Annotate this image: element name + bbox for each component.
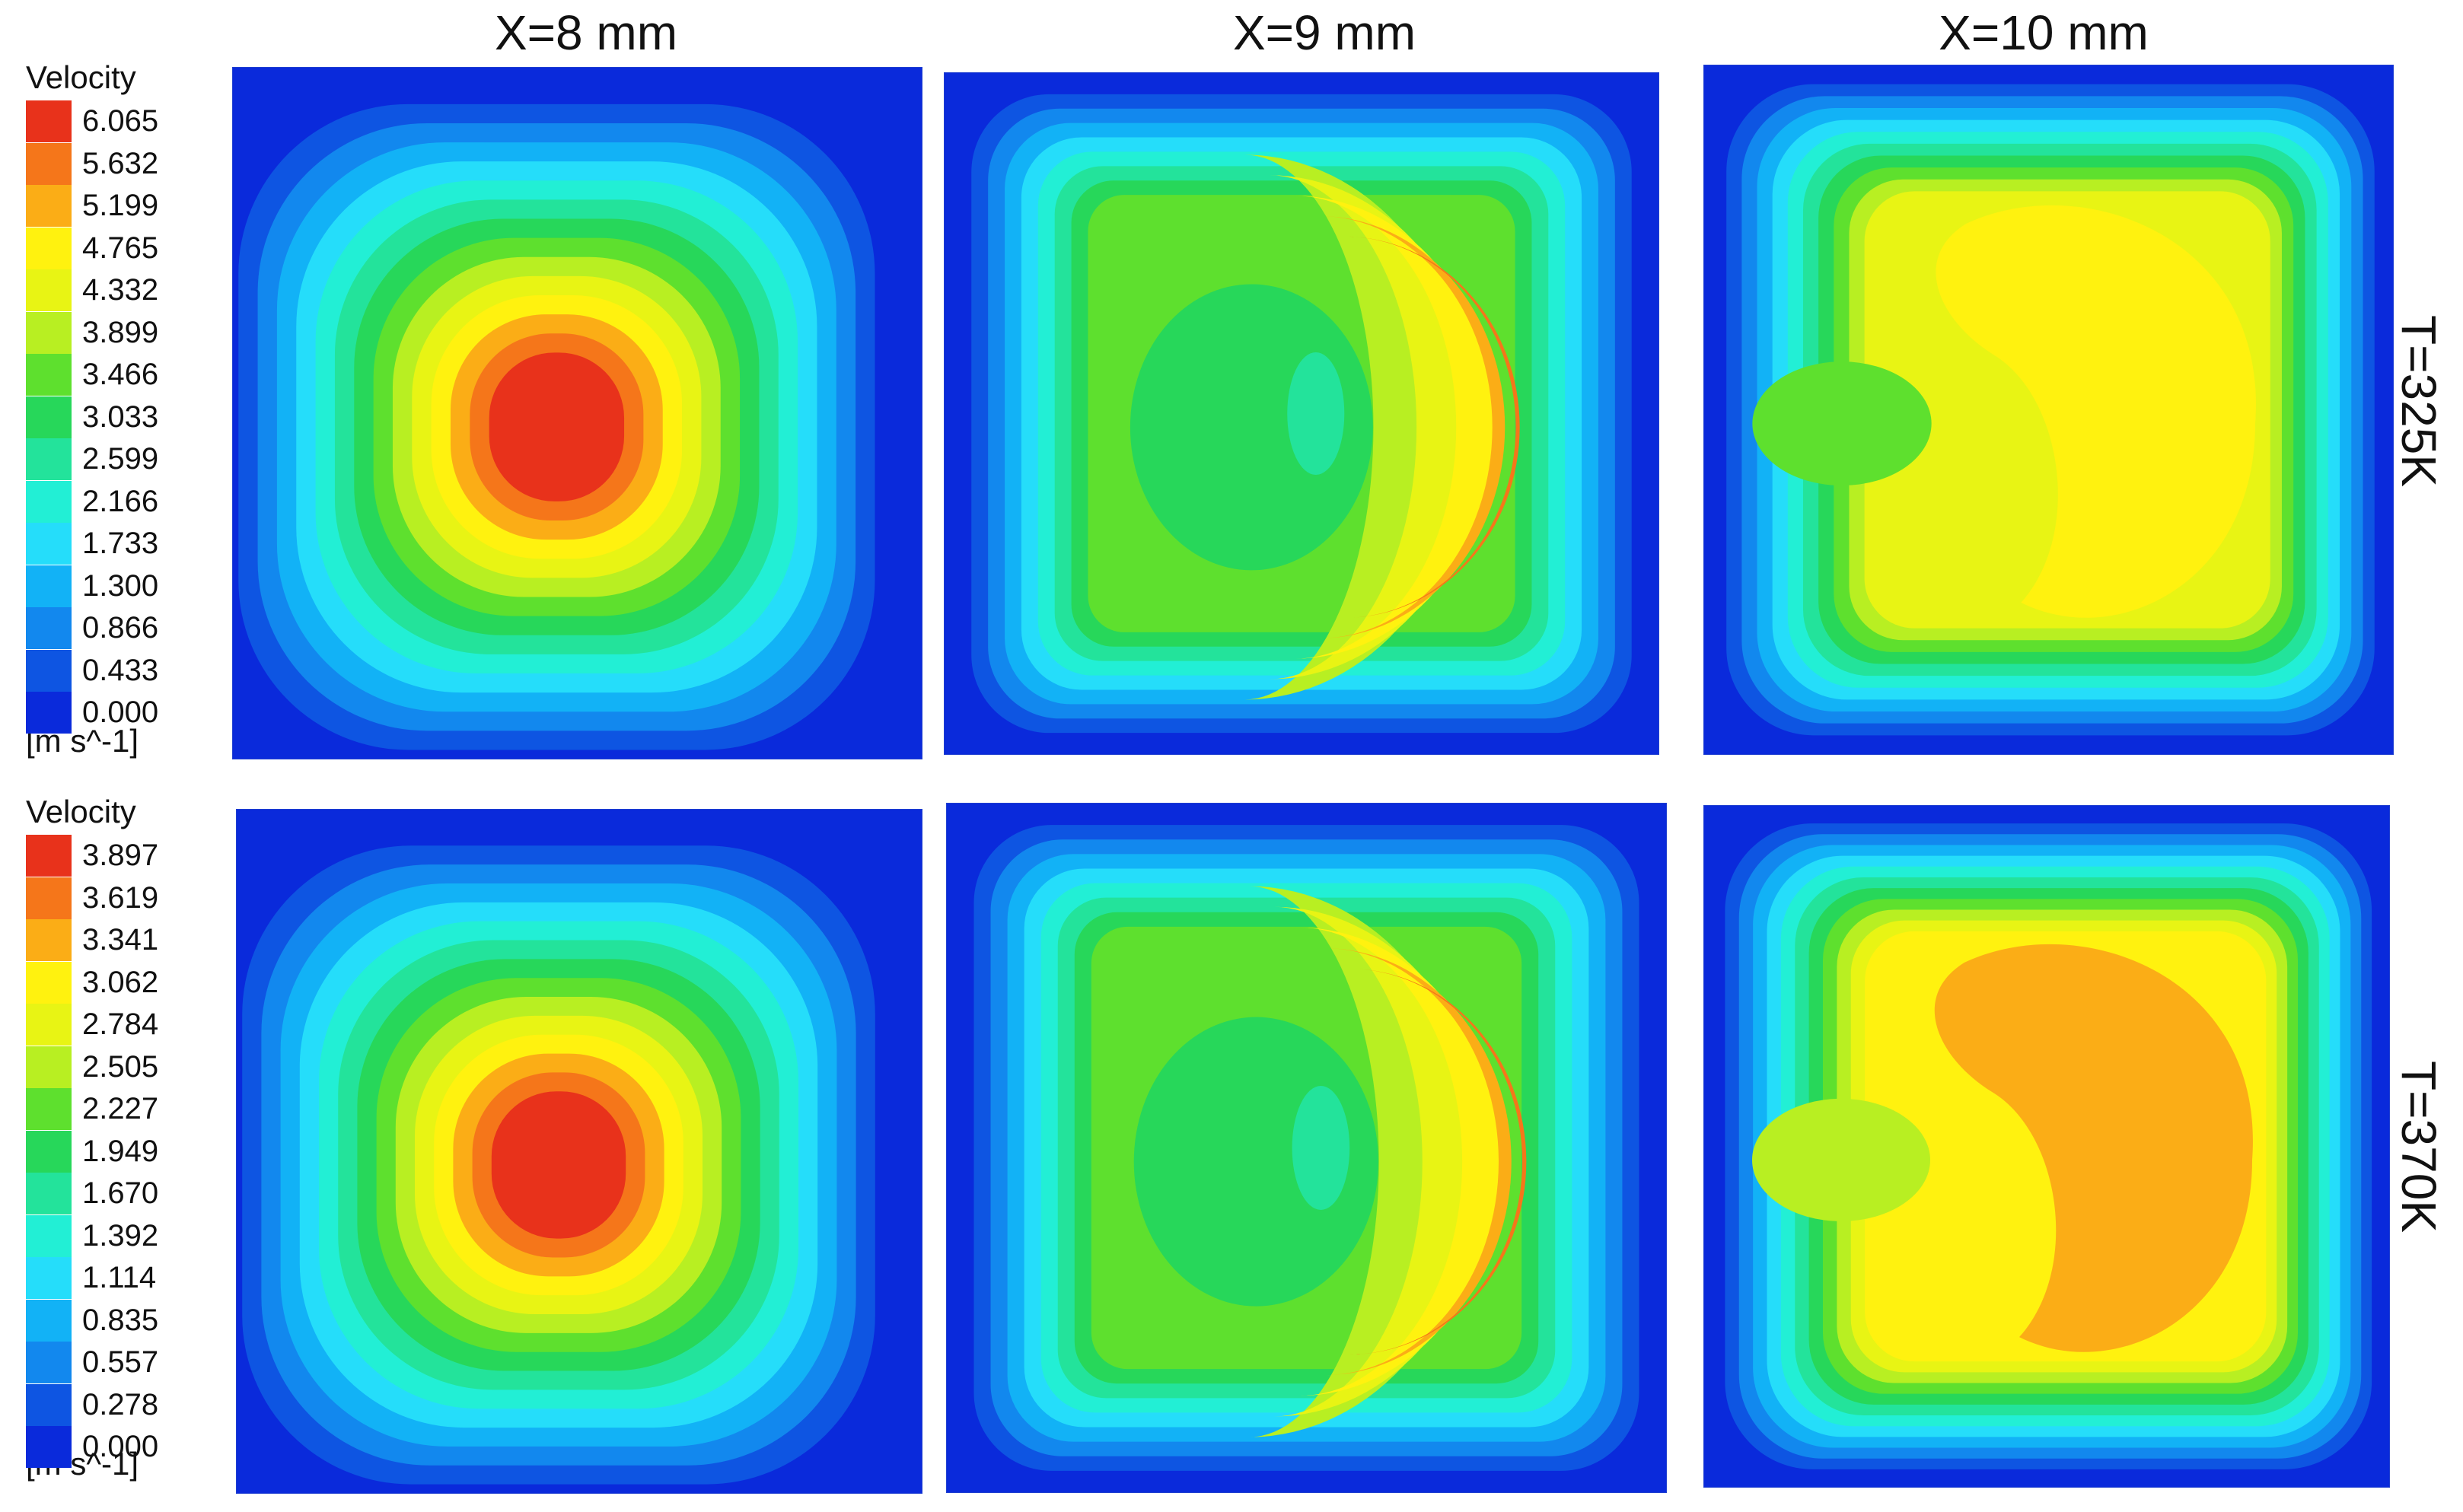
legend-swatch [26, 1004, 72, 1046]
legend-tick-label: 2.784 [82, 1007, 159, 1041]
contour-crescent-4 [1269, 175, 1484, 680]
legend-tick-label: 3.062 [82, 965, 159, 999]
legend-tick-label: 1.733 [82, 527, 159, 560]
row-label-325k: T=325K [2391, 315, 2446, 487]
contour-crescent-3 [1299, 927, 1501, 1396]
legend-tick-label: 1.114 [82, 1261, 157, 1294]
contour-panel-325k-x8 [232, 67, 922, 759]
legend-swatch [26, 227, 72, 269]
legend-swatch [26, 1130, 72, 1173]
contour-crescent-3 [1294, 196, 1495, 659]
legend-tick-label: 1.300 [82, 568, 159, 603]
legend-tick-label: 2.166 [82, 484, 159, 518]
legend-swatch [26, 185, 72, 227]
contour-panel-370k-x10 [1703, 805, 2390, 1488]
legend-tick-label: 3.619 [82, 880, 159, 915]
contour-svg [947, 804, 1666, 1492]
legend-swatch [26, 523, 72, 565]
contour-panel-370k-x8 [236, 809, 922, 1494]
legend-tick-label: 0.000 [82, 1430, 159, 1463]
legend-swatch [26, 480, 72, 523]
column-title-x10: X=10 mm [1939, 5, 2149, 60]
contour-panel-325k-x9 [944, 72, 1659, 755]
contour-inner-core [1292, 1086, 1350, 1210]
legend-swatch [26, 438, 72, 480]
legend-swatch [26, 1088, 72, 1130]
legend-tick-label: 2.599 [82, 442, 159, 476]
legend-swatch [26, 835, 72, 877]
contour-svg [237, 810, 922, 1493]
velocity-legend-top: Velocity [m s^-1] 6.065 5.632 5.199 4.765 4.… [15, 53, 236, 776]
contour-core [1936, 205, 2256, 618]
legend-tick-label: 6.065 [82, 104, 159, 138]
legend-swatch [26, 1046, 72, 1088]
legend-swatch [26, 877, 72, 919]
legend-tick-label: 4.332 [82, 273, 159, 307]
contour-svg [1704, 65, 2393, 754]
contour-left-notch [1752, 361, 1932, 486]
legend-tick-label: 0.557 [82, 1345, 159, 1379]
contour-svg [1704, 806, 2389, 1487]
legend-swatch [26, 961, 72, 1004]
legend-swatch [26, 1383, 72, 1426]
legend-swatch [26, 607, 72, 649]
legend-swatch [26, 1214, 72, 1257]
contour-level-0 [491, 1091, 626, 1239]
legend-swatch [26, 354, 72, 396]
contour-left-notch [1752, 1098, 1930, 1221]
legend-tick-label: 0.278 [82, 1387, 159, 1421]
legend-swatch [26, 1173, 72, 1214]
contour-inner-core [1287, 352, 1345, 476]
contour-level-0 [489, 352, 625, 501]
legend-title: Velocity [26, 794, 136, 829]
velocity-legend-bottom: Velocity [m s^-1] 3.897 3.619 3.341 3.062 2.… [15, 788, 236, 1503]
column-title-x8: X=8 mm [494, 5, 678, 60]
contour-svg [233, 68, 922, 759]
legend-tick-label: 3.341 [82, 923, 159, 957]
legend-swatch [26, 1257, 72, 1299]
legend-swatch [26, 100, 72, 142]
legend-tick-label: 3.897 [82, 839, 159, 872]
legend-tick-label: 0.835 [82, 1303, 159, 1337]
legend-tick-label: 1.392 [82, 1218, 159, 1253]
legend-tick-label: 0.000 [82, 696, 159, 729]
legend-swatch [26, 565, 72, 607]
legend-swatch [26, 1342, 72, 1383]
contour-svg [945, 73, 1658, 754]
contour-panel-325k-x10 [1703, 65, 2394, 755]
contour-core [1934, 944, 2253, 1352]
legend-tick-label: 5.199 [82, 189, 159, 222]
legend-swatch [26, 396, 72, 438]
legend-tick-label: 3.899 [82, 315, 159, 349]
legend-swatch [26, 142, 72, 185]
legend-swatch [26, 311, 72, 354]
column-title-x9: X=9 mm [1232, 5, 1416, 60]
legend-title: Velocity [26, 59, 136, 95]
legend-tick-label: 4.765 [82, 231, 159, 265]
legend-tick-label: 1.949 [82, 1134, 159, 1168]
legend-swatch [26, 269, 72, 311]
legend-swatch [26, 692, 72, 734]
legend-tick-label: 2.505 [82, 1049, 159, 1084]
legend-tick-label: 1.670 [82, 1176, 159, 1210]
legend-tick-label: 5.632 [82, 146, 159, 180]
legend-swatch [26, 1426, 72, 1468]
legend-swatch [26, 649, 72, 692]
legend-tick-label: 2.227 [82, 1092, 159, 1125]
legend-tick-label: 0.866 [82, 611, 159, 645]
row-label-370k: T=370K [2391, 1061, 2446, 1233]
legend-tick-label: 0.433 [82, 653, 159, 687]
contour-panel-370k-x9 [946, 803, 1667, 1493]
legend-tick-label: 3.033 [82, 399, 159, 434]
legend-tick-label: 3.466 [82, 358, 159, 391]
contour-crescent-4 [1273, 906, 1490, 1417]
legend-swatch [26, 1299, 72, 1342]
legend-swatch [26, 919, 72, 961]
